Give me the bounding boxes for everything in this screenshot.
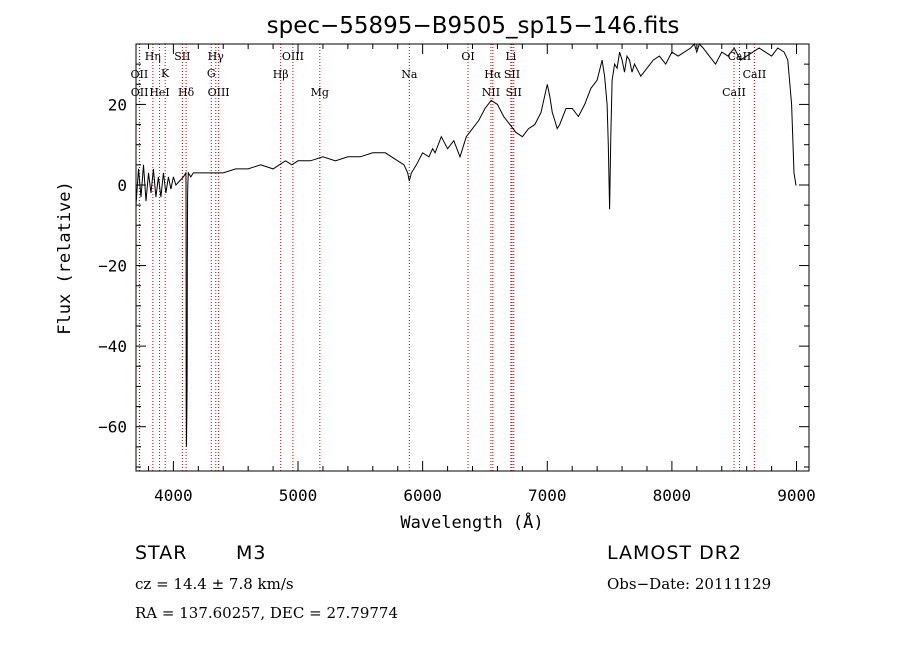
line-marker-label-12: Mg (311, 86, 329, 99)
redshift-text: cz = 14.4 ± 7.8 km/s (135, 575, 294, 593)
line-marker-label-22: CaII (722, 86, 746, 99)
y-axis-ticks: 20 0 −20 −40 −60 (98, 63, 809, 468)
survey-name: LAMOST DR2 (607, 542, 742, 564)
x-axis-ticks: 4000 5000 6000 7000 8000 9000 (147, 44, 816, 505)
line-marker-label-3: K (161, 67, 170, 80)
obs-date-text: Obs−Date: 20111129 (607, 575, 772, 593)
y-tick-label-3: −40 (98, 337, 127, 356)
line-marker-label-15: Hα (484, 68, 502, 81)
line-marker-label-1: OII (131, 86, 149, 99)
x-tick-label-9000: 9000 (777, 486, 816, 505)
line-marker-label-18: SII (504, 68, 520, 81)
line-marker-label-5: SII (174, 50, 190, 63)
line-marker-label-14: OI (461, 50, 474, 63)
x-tick-label-8000: 8000 (653, 486, 692, 505)
coordinates-text: RA = 137.60257, DEC = 27.79774 (135, 604, 399, 622)
x-tick-label-4000: 4000 (154, 486, 193, 505)
y-axis-label: Flux (relative) (55, 181, 75, 335)
x-tick-label-7000: 7000 (528, 486, 567, 505)
line-marker-label-8: G (207, 67, 216, 80)
line-marker-label-20: CaII (728, 50, 752, 63)
x-tick-label-5000: 5000 (279, 486, 318, 505)
y-tick-label-4: −60 (98, 418, 127, 437)
line-markers (138, 44, 755, 471)
spectrum-line (135, 43, 797, 447)
y-tick-label-1: 0 (117, 176, 127, 195)
line-marker-label-10: OIII (282, 50, 304, 63)
object-subclass: M3 (236, 542, 267, 564)
line-marker-label-6: Hδ (178, 86, 195, 99)
line-marker-labels: OII OII HηK HeI SII Hδ Hγ G OIII OIII Hβ Mg Na OI Hα NI… (131, 50, 767, 99)
line-marker-label-2: Hη (145, 50, 161, 63)
x-tick-label-6000: 6000 (403, 486, 442, 505)
line-marker-label-11: Hβ (273, 68, 289, 81)
line-marker-label-0: OII (131, 68, 149, 81)
line-marker-label-9: OIII (208, 86, 230, 99)
line-marker-label-21: CaII (743, 68, 767, 81)
line-marker-label-16: NII (482, 86, 500, 99)
chart-title: spec−55895−B9505_sp15−146.fits (267, 13, 680, 39)
object-class: STAR (135, 542, 188, 564)
line-marker-label-19: SII (506, 86, 522, 99)
y-tick-label-2: −20 (98, 257, 127, 276)
line-marker-label-17: Li (505, 50, 516, 63)
x-axis-label: Wavelength (Å) (400, 511, 543, 533)
y-tick-label-0: 20 (108, 95, 127, 114)
line-marker-label-13: Na (401, 68, 418, 81)
line-marker-label-4: HeI (149, 86, 169, 99)
plot-frame (135, 43, 810, 472)
line-marker-label-7: Hγ (208, 50, 225, 63)
